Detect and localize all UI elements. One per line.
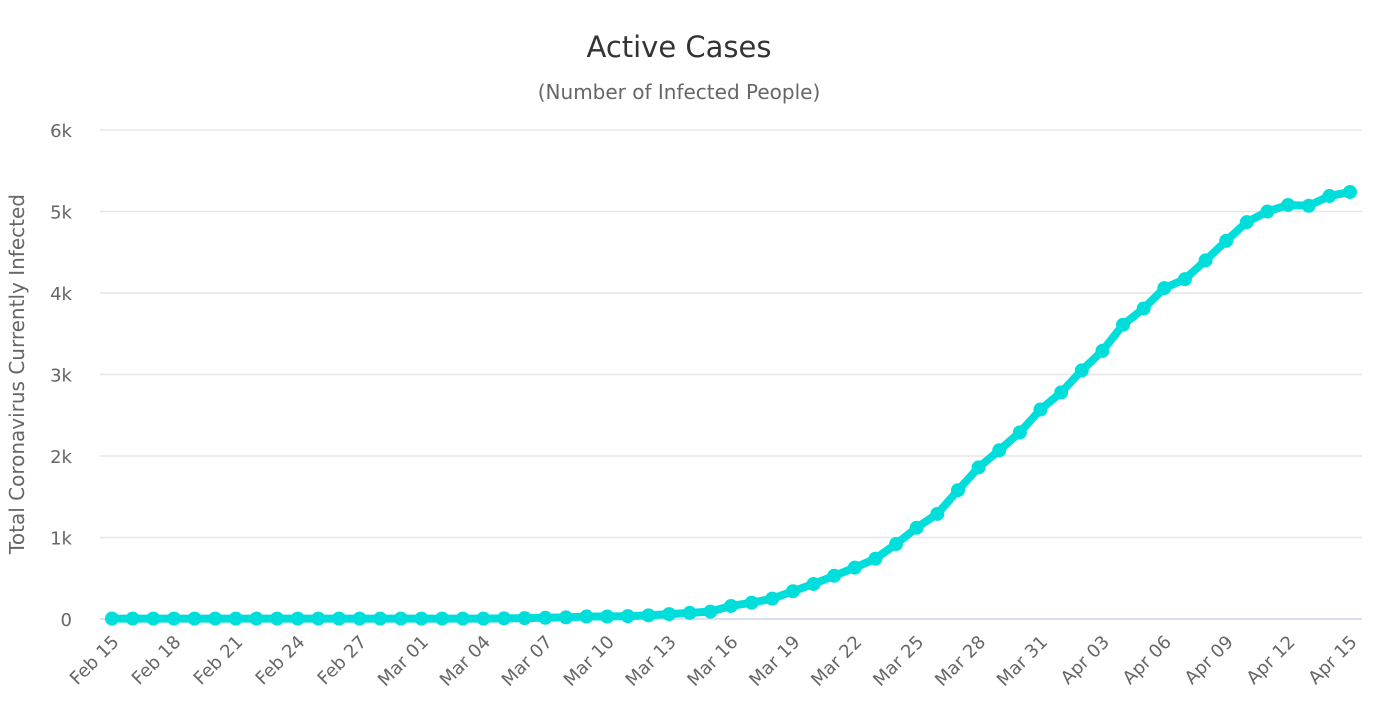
x-tick-label: Apr 15 xyxy=(1304,632,1361,689)
x-tick-label: Mar 07 xyxy=(498,632,557,691)
x-tick-label: Feb 18 xyxy=(128,632,186,690)
data-point[interactable] xyxy=(579,609,594,624)
data-point[interactable] xyxy=(352,611,367,626)
data-point[interactable] xyxy=(208,611,223,626)
data-point[interactable] xyxy=(517,611,532,626)
data-point[interactable] xyxy=(311,611,326,626)
data-point[interactable] xyxy=(682,605,697,620)
data-point[interactable] xyxy=(1219,233,1234,248)
data-point[interactable] xyxy=(744,595,759,610)
x-tick-label: Mar 01 xyxy=(374,632,433,691)
x-tick-label: Apr 03 xyxy=(1057,632,1114,689)
data-point[interactable] xyxy=(765,591,780,606)
data-point[interactable] xyxy=(1177,272,1192,287)
data-point[interactable] xyxy=(889,537,904,552)
data-point[interactable] xyxy=(435,611,450,626)
data-point[interactable] xyxy=(703,604,718,619)
data-point[interactable] xyxy=(1074,363,1089,378)
data-point[interactable] xyxy=(1343,184,1357,199)
data-point[interactable] xyxy=(497,611,512,626)
x-tick-label: Mar 31 xyxy=(993,632,1052,691)
x-tick-label: Mar 19 xyxy=(745,632,804,691)
data-point[interactable] xyxy=(290,611,305,626)
x-tick-label: Feb 21 xyxy=(190,632,248,690)
data-point[interactable] xyxy=(187,611,202,626)
data-point[interactable] xyxy=(1301,198,1316,213)
x-tick-label: Mar 13 xyxy=(622,632,681,691)
data-point[interactable] xyxy=(166,611,181,626)
x-tick-label: Mar 28 xyxy=(931,632,990,691)
data-point[interactable] xyxy=(827,568,842,583)
x-tick-label: Mar 22 xyxy=(807,632,866,691)
data-point[interactable] xyxy=(373,611,388,626)
chart-title: Active Cases xyxy=(586,30,771,64)
data-point[interactable] xyxy=(125,611,140,626)
x-tick-label: Mar 04 xyxy=(436,632,495,691)
data-point[interactable] xyxy=(724,598,738,613)
data-point[interactable] xyxy=(1012,425,1027,440)
data-point[interactable] xyxy=(331,611,346,626)
data-point[interactable] xyxy=(1157,281,1172,296)
y-tick-label: 4k xyxy=(50,284,72,305)
data-point[interactable] xyxy=(992,443,1007,458)
data-point[interactable] xyxy=(909,520,924,535)
data-point[interactable] xyxy=(930,506,945,521)
data-point[interactable] xyxy=(1239,215,1254,230)
chart-subtitle: (Number of Infected People) xyxy=(538,80,821,104)
y-tick-label: 5k xyxy=(50,203,72,224)
data-point[interactable] xyxy=(950,483,965,498)
data-point[interactable] xyxy=(971,460,986,475)
data-point[interactable] xyxy=(641,608,656,623)
x-tick-label: Mar 16 xyxy=(683,632,742,691)
data-point[interactable] xyxy=(538,610,553,625)
data-point[interactable] xyxy=(1260,204,1275,219)
y-tick-label: 0 xyxy=(61,610,72,631)
data-point[interactable] xyxy=(1136,301,1151,316)
data-point[interactable] xyxy=(414,611,429,626)
y-tick-label: 1k xyxy=(50,529,72,550)
data-point[interactable] xyxy=(270,611,285,626)
data-point[interactable] xyxy=(393,611,408,626)
x-tick-label: Mar 10 xyxy=(560,632,619,691)
data-point[interactable] xyxy=(1322,189,1337,204)
x-tick-label: Feb 24 xyxy=(252,632,310,690)
x-tick-label: Feb 27 xyxy=(314,632,372,690)
x-tick-label: Apr 09 xyxy=(1181,632,1238,689)
data-point[interactable] xyxy=(1116,317,1131,332)
data-point[interactable] xyxy=(847,560,862,575)
x-tick-label: Mar 25 xyxy=(869,632,928,691)
data-point[interactable] xyxy=(146,611,161,626)
series-line xyxy=(108,187,1354,623)
data-point[interactable] xyxy=(620,609,635,624)
y-axis-label: Total Coronavirus Currently Infected xyxy=(5,194,29,555)
data-point[interactable] xyxy=(558,610,573,625)
data-point[interactable] xyxy=(1281,197,1296,212)
x-tick-label: Apr 12 xyxy=(1243,632,1300,689)
data-point[interactable] xyxy=(476,611,491,626)
x-tick-label: Apr 06 xyxy=(1119,632,1176,689)
data-point[interactable] xyxy=(662,607,677,622)
data-point[interactable] xyxy=(455,611,470,626)
y-tick-label: 6k xyxy=(50,121,72,142)
data-point[interactable] xyxy=(1198,253,1213,268)
data-point[interactable] xyxy=(249,611,264,626)
data-point[interactable] xyxy=(228,611,243,626)
x-tick-label: Feb 15 xyxy=(66,632,124,690)
y-tick-label: 2k xyxy=(50,447,72,468)
data-point[interactable] xyxy=(1033,402,1048,417)
data-point[interactable] xyxy=(600,609,615,624)
data-point[interactable] xyxy=(105,611,119,626)
data-point[interactable] xyxy=(1095,343,1110,358)
data-point[interactable] xyxy=(806,576,821,591)
y-tick-label: 3k xyxy=(50,366,72,387)
data-point[interactable] xyxy=(868,551,883,566)
data-point[interactable] xyxy=(785,584,800,599)
data-point[interactable] xyxy=(1054,385,1069,400)
